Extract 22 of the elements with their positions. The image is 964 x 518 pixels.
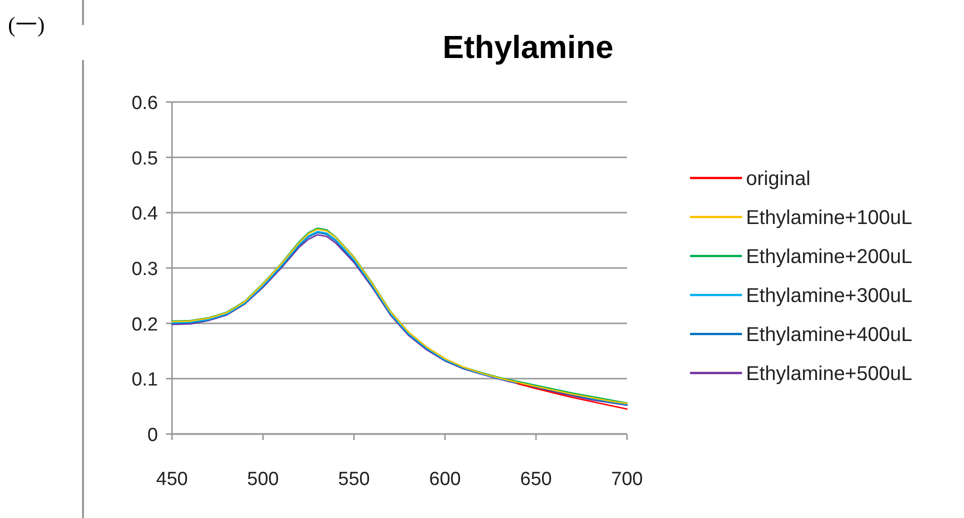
y-tick-label: 0.6 <box>132 93 158 114</box>
x-tick-label: 450 <box>156 469 188 490</box>
y-tick-label: 0.5 <box>132 148 158 170</box>
x-tick-label: 700 <box>611 469 643 490</box>
x-tick-label: 550 <box>338 469 370 490</box>
x-tick-label: 650 <box>520 469 552 490</box>
y-tick-label: 0.4 <box>132 204 158 225</box>
text: (一) <box>8 12 45 37</box>
line-series <box>517 382 628 410</box>
y-tick-label: 0.3 <box>132 259 158 280</box>
chart-title: Ethylamine <box>442 29 614 65</box>
legend-label: Ethylamine+200uL <box>746 246 912 268</box>
legend-label: Ethylamine+100uL <box>746 207 912 229</box>
legend-label: Ethylamine+500uL <box>746 363 912 385</box>
y-tick-label: 0 <box>147 425 158 446</box>
x-tick-label: 500 <box>247 469 279 490</box>
legend-label: Ethylamine+300uL <box>746 285 912 307</box>
legend-label: original <box>746 168 810 190</box>
y-tick-label: 0.2 <box>132 314 158 336</box>
x-tick-label: 600 <box>429 469 461 490</box>
y-tick-label: 0.1 <box>132 370 158 391</box>
legend-label: Ethylamine+400uL <box>746 324 912 346</box>
